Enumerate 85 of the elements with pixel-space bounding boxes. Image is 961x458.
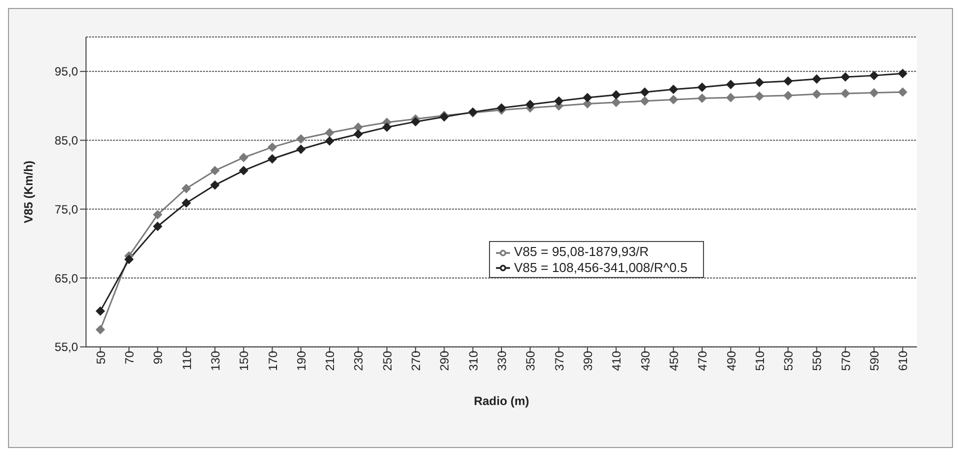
x-tick-label: 250 <box>380 350 394 371</box>
point <box>96 325 105 334</box>
point <box>812 90 822 99</box>
x-tick-label: 130 <box>208 350 222 371</box>
x-tick-label: 290 <box>438 350 452 371</box>
point <box>582 93 592 102</box>
point <box>554 96 564 106</box>
point <box>668 95 678 104</box>
x-tick-label: 210 <box>323 350 338 371</box>
x-tick-label: 590 <box>868 350 882 371</box>
point <box>382 122 392 132</box>
point <box>497 103 506 112</box>
x-tick-label: 450 <box>666 350 681 371</box>
x-tick-label: 390 <box>580 350 595 371</box>
point <box>840 88 850 98</box>
x-tick-label: 470 <box>696 350 710 371</box>
y-tick-label: 95,0 <box>54 64 78 79</box>
point <box>612 90 621 100</box>
point <box>239 153 248 162</box>
point <box>210 180 220 190</box>
point <box>268 142 277 152</box>
point <box>124 254 134 264</box>
point <box>870 88 879 98</box>
point <box>268 154 277 164</box>
y-axis-title: V85 (Km/h) <box>21 160 36 224</box>
point <box>898 68 908 78</box>
x-tick-label: 490 <box>724 350 738 371</box>
point <box>840 72 850 82</box>
point <box>354 122 363 132</box>
x-tick-label: 510 <box>752 350 767 371</box>
point <box>239 166 248 176</box>
point <box>870 71 879 80</box>
point <box>325 128 334 138</box>
x-tick-label: 270 <box>409 350 424 371</box>
point <box>812 74 822 84</box>
x-tick-label: 610 <box>896 350 910 371</box>
point <box>153 222 162 231</box>
x-tick-label: 70 <box>122 350 137 364</box>
x-tick-label: 350 <box>524 350 538 371</box>
point <box>898 88 908 97</box>
y-tick-label: 85,0 <box>54 134 78 148</box>
x-tick-label: 110 <box>180 350 194 370</box>
x-axis-title: Radio (m) <box>474 394 530 408</box>
x-tick-label: 230 <box>352 350 366 371</box>
point <box>182 198 191 208</box>
x-tick-label: 170 <box>266 350 280 371</box>
point <box>182 184 191 193</box>
x-tick-label: 530 <box>782 350 796 371</box>
y-tick-label: 55,0 <box>54 340 78 354</box>
point <box>296 134 306 144</box>
point <box>726 80 736 90</box>
point <box>96 306 105 316</box>
x-tick-label: 370 <box>552 350 566 371</box>
point <box>698 82 707 92</box>
x-tick-label: 190 <box>294 350 308 371</box>
point <box>726 93 736 102</box>
point <box>354 130 363 139</box>
point <box>153 210 162 220</box>
point <box>640 96 650 106</box>
point <box>640 88 650 97</box>
point <box>526 100 535 109</box>
point <box>296 144 306 154</box>
y-tick-label: 75,0 <box>54 202 78 216</box>
y-tick-label: 65,0 <box>54 271 78 286</box>
point <box>210 166 220 176</box>
x-tick-label: 330 <box>495 350 510 371</box>
x-tick-label: 550 <box>810 350 824 371</box>
x-tick-label: 150 <box>237 350 252 371</box>
x-tick-label: 570 <box>838 350 853 371</box>
x-tick-label: 430 <box>638 350 652 371</box>
legend-label: V85 = 108,456-341,008/R^0.5 <box>514 260 688 275</box>
point <box>411 117 420 126</box>
point <box>754 92 764 101</box>
point <box>325 136 334 146</box>
point <box>784 91 793 100</box>
x-tick-label: 90 <box>151 350 166 364</box>
point <box>612 98 621 107</box>
legend-label: V85 = 95,08-1879,93/R <box>514 244 649 259</box>
point <box>698 94 707 103</box>
point <box>784 76 793 86</box>
x-tick-label: 310 <box>466 350 480 371</box>
point <box>668 84 678 94</box>
point <box>754 78 764 87</box>
x-tick-label: 410 <box>610 350 624 371</box>
x-tick-label: 50 <box>94 350 108 364</box>
